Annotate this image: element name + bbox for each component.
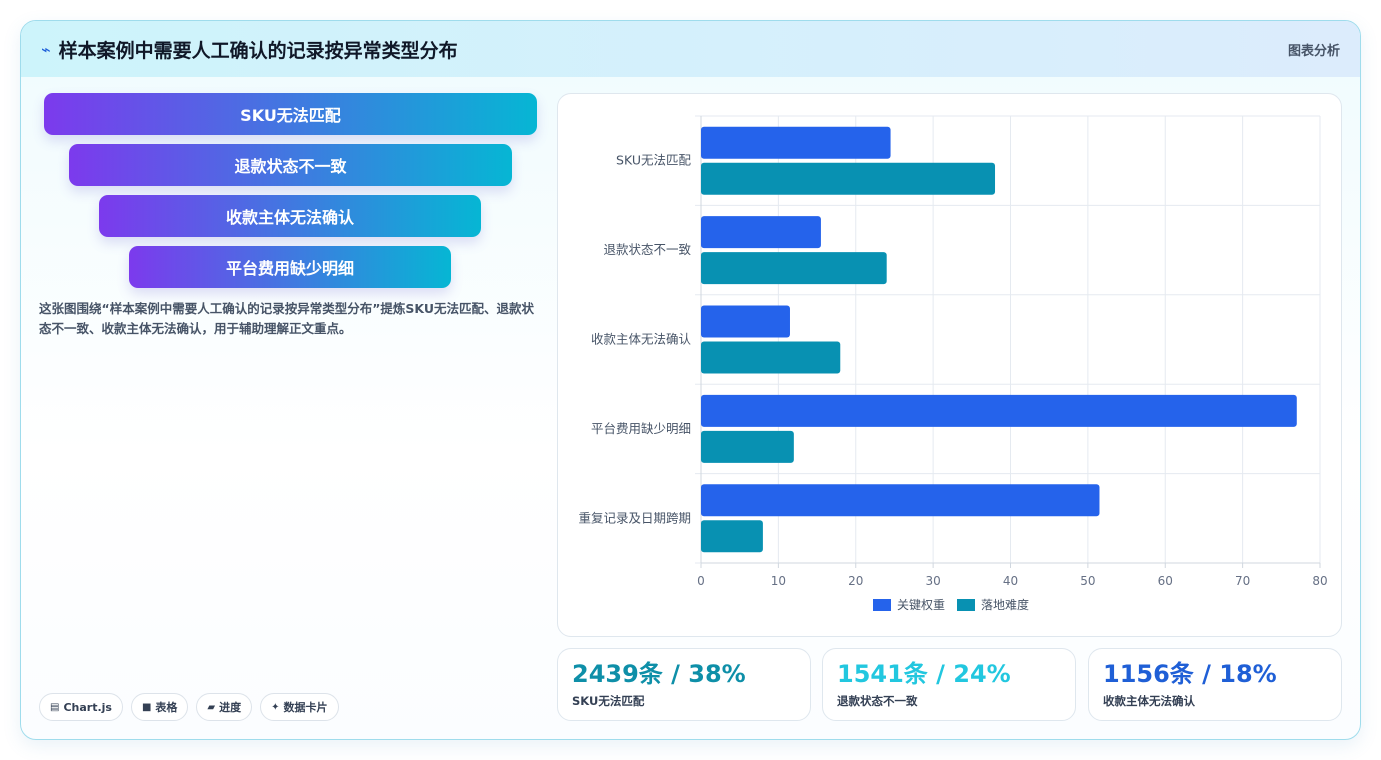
bar-chart: 0 10 20 30 40 50 60 70 80 SKU无法匹配退款状态不一致收款主体无法确认平… xyxy=(578,115,1328,612)
chip-label: Chart.js xyxy=(63,700,112,714)
stat-value: 2439条 / 38% xyxy=(572,660,746,688)
chart-icon: ▤ xyxy=(50,701,60,713)
funnel-step: 收款主体无法确认 xyxy=(99,195,481,237)
x-tick-label: 60 xyxy=(1158,574,1173,588)
dashboard-card: ⌁ 样本案例中需要人工确认的记录按异常类型分布 图表分析 SKU无法匹配 退款状… xyxy=(20,20,1361,740)
legend-swatch xyxy=(957,599,975,611)
stat-card-payee: 1156条 / 18% 收款主体无法确认 xyxy=(1088,648,1342,721)
chip-table[interactable]: ■ 表格 xyxy=(130,693,189,721)
funnel-step: 退款状态不一致 xyxy=(69,144,512,186)
stat-card-refund: 1541条 / 24% 退款状态不一致 xyxy=(822,648,1076,721)
legend-label: 关键权重 xyxy=(897,598,945,612)
chip-label: 进度 xyxy=(219,701,242,714)
chip-data-cards[interactable]: ✦ 数据卡片 xyxy=(260,693,339,721)
x-tick-label: 70 xyxy=(1235,574,1250,588)
stat-card-sku: 2439条 / 38% SKU无法匹配 xyxy=(557,648,811,721)
x-tick-label: 20 xyxy=(848,574,863,588)
trend-icon: ⌁ xyxy=(41,39,51,59)
chart-panel: 0 10 20 30 40 50 60 70 80 SKU无法匹配退款状态不一致收款主体无法确认平… xyxy=(557,93,1342,637)
progress-icon: ▰ xyxy=(207,701,216,713)
sparkle-icon: ✦ xyxy=(271,701,280,713)
header-tag: 图表分析 xyxy=(1287,43,1340,59)
chip-chartjs[interactable]: ▤ Chart.js xyxy=(39,693,123,721)
bar xyxy=(701,430,794,463)
y-tick-label: SKU无法匹配 xyxy=(616,153,691,168)
bar xyxy=(701,484,1100,517)
funnel-step: 平台费用缺少明细 xyxy=(129,246,451,288)
bar xyxy=(701,162,996,195)
y-tick-label: 平台费用缺少明细 xyxy=(591,421,691,436)
x-tick-label: 40 xyxy=(1003,574,1018,588)
x-tick-label: 30 xyxy=(925,574,940,588)
legend-label: 落地难度 xyxy=(981,597,1029,612)
table-icon: ■ xyxy=(141,701,152,713)
stat-value: 1541条 / 24% xyxy=(837,660,1011,688)
y-tick-label: 退款状态不一致 xyxy=(603,242,691,257)
funnel-step: SKU无法匹配 xyxy=(44,93,537,135)
stat-label: SKU无法匹配 xyxy=(572,694,645,708)
bar xyxy=(701,520,763,553)
bar xyxy=(701,126,891,159)
x-tick-label: 10 xyxy=(771,574,786,588)
page-title: 样本案例中需要人工确认的记录按异常类型分布 xyxy=(58,39,458,62)
bar xyxy=(701,341,841,374)
y-tick-label: 收款主体无法确认 xyxy=(591,332,692,347)
bar xyxy=(701,216,821,249)
stat-label: 退款状态不一致 xyxy=(837,694,918,708)
header: ⌁ 样本案例中需要人工确认的记录按异常类型分布 图表分析 xyxy=(21,21,1360,77)
chart-description: 这张图围绕“样本案例中需要人工确认的记录按异常类型分布”提炼SKU无法匹配、退款… xyxy=(39,301,535,336)
chip-bar: ▤ Chart.js ■ 表格 ▰ 进度 ✦ 数据卡片 xyxy=(39,693,339,721)
chip-progress[interactable]: ▰ 进度 xyxy=(196,693,253,721)
x-tick-label: 0 xyxy=(697,574,705,588)
chip-label: 表格 xyxy=(155,701,178,714)
x-tick-label: 50 xyxy=(1080,574,1095,588)
stat-value: 1156条 / 18% xyxy=(1103,660,1277,688)
stat-label: 收款主体无法确认 xyxy=(1103,694,1195,708)
legend-swatch xyxy=(873,599,891,611)
bar xyxy=(701,394,1297,427)
x-tick-label: 80 xyxy=(1312,574,1327,588)
chip-label: 数据卡片 xyxy=(283,701,328,714)
y-tick-label: 重复记录及日期跨期 xyxy=(578,510,691,525)
bar xyxy=(701,305,790,338)
bar xyxy=(701,252,887,285)
